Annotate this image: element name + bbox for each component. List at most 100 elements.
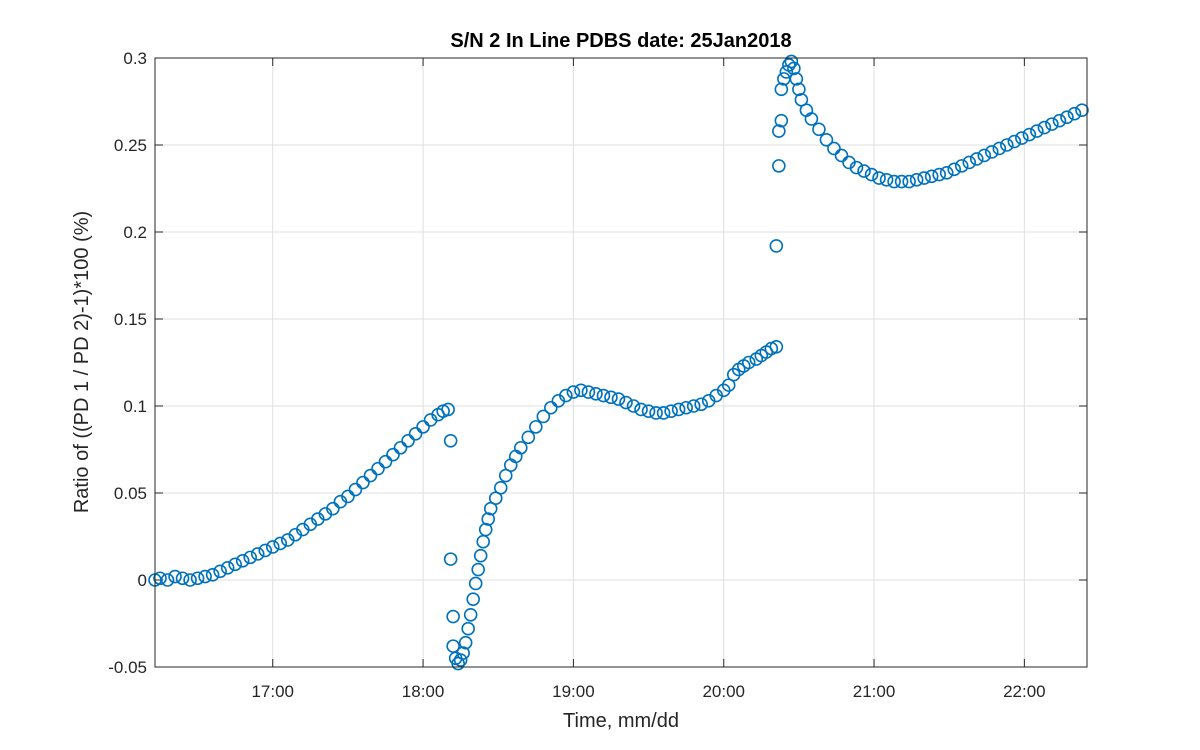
x-tick-label: 22:00 <box>1003 682 1046 701</box>
data-point <box>1030 124 1044 138</box>
data-point <box>939 166 954 180</box>
plot-frame <box>154 57 1088 668</box>
data-point <box>984 145 999 159</box>
data-point <box>872 171 886 185</box>
data-point <box>774 82 789 97</box>
y-tick-label: 0.25 <box>114 136 147 155</box>
data-point <box>792 82 806 97</box>
data-point <box>626 399 641 413</box>
data-point <box>849 160 864 175</box>
data-point <box>887 174 901 189</box>
data-point <box>446 609 460 624</box>
data-point <box>393 440 408 455</box>
data-point <box>453 653 468 667</box>
data-point <box>619 395 633 410</box>
data-point <box>443 433 458 448</box>
data-point <box>441 402 455 417</box>
data-point <box>363 468 378 483</box>
y-tick-label: 0.05 <box>114 484 147 503</box>
y-tick-label: 0.1 <box>123 397 147 416</box>
data-point <box>671 402 686 417</box>
data-point <box>894 174 909 189</box>
data-point <box>461 621 475 636</box>
data-point <box>481 512 496 526</box>
data-point <box>902 174 916 189</box>
data-point <box>581 385 596 399</box>
data-point <box>190 571 205 586</box>
data-point <box>559 388 573 403</box>
data-point <box>468 576 483 591</box>
data-point <box>544 400 558 415</box>
data-point <box>521 430 536 445</box>
x-tick-labels: 17:00 18:00 19:00 20:00 21:00 22:00 <box>251 682 1045 701</box>
data-point <box>160 573 175 587</box>
y-tick-label: -0.05 <box>108 658 147 677</box>
y-tick-label: 0.3 <box>123 49 147 68</box>
data-point <box>1060 110 1074 124</box>
x-tick-label: 21:00 <box>853 682 896 701</box>
data-point <box>235 554 250 568</box>
data-point <box>463 607 478 622</box>
data-point <box>416 420 430 434</box>
data-point <box>250 547 265 561</box>
data-point <box>258 543 273 558</box>
data-point <box>1067 106 1082 121</box>
data-point <box>478 522 493 537</box>
data-point <box>1007 134 1022 149</box>
data-point <box>1075 103 1089 117</box>
data-point <box>686 399 701 413</box>
data-point <box>634 402 648 417</box>
data-point <box>1045 117 1059 131</box>
data-point <box>371 461 385 476</box>
data-point <box>804 112 819 126</box>
data-point <box>772 124 786 138</box>
data-point <box>401 433 415 448</box>
data-point <box>924 169 939 184</box>
data-point <box>456 646 470 660</box>
data-point <box>827 141 841 156</box>
data-point <box>513 440 528 455</box>
data-point <box>954 159 969 173</box>
data-point <box>917 171 931 185</box>
y-tick-label: 0.15 <box>114 310 147 329</box>
data-point <box>341 489 355 504</box>
data-point <box>493 480 508 495</box>
data-point <box>386 447 400 462</box>
data-point <box>443 552 458 566</box>
data-point <box>198 569 212 584</box>
y-tick-labels: -0.05 0 0.05 0.1 0.15 0.2 0.25 0.3 <box>108 49 147 677</box>
x-axis-label: Time, mm/dd <box>563 710 679 732</box>
data-point <box>772 159 786 173</box>
data-point <box>947 162 962 177</box>
data-point <box>769 340 784 354</box>
data-point <box>694 397 708 412</box>
data-point <box>168 569 182 584</box>
data-point <box>909 173 924 187</box>
data-point <box>977 148 992 163</box>
data-point <box>458 635 473 650</box>
data-point <box>611 392 626 406</box>
data-point <box>857 164 871 178</box>
data-point <box>664 404 678 419</box>
x-tick-label: 17:00 <box>251 682 294 701</box>
data-point <box>153 571 167 586</box>
data-point <box>529 420 543 434</box>
data-point <box>356 475 370 490</box>
data-point <box>175 571 190 586</box>
data-point <box>834 148 849 163</box>
data-point <box>326 501 340 516</box>
data-point <box>962 155 977 170</box>
data-point <box>969 152 984 166</box>
data-point <box>473 548 488 563</box>
data-point <box>243 550 258 565</box>
x-tick-label: 19:00 <box>552 682 595 701</box>
data-point <box>1015 131 1029 145</box>
y-axis-label: Ratio of ((PD 1 / PD 2)-1)*100 (%) <box>71 211 93 513</box>
data-point <box>466 592 480 606</box>
data-point <box>992 141 1007 156</box>
data-point <box>641 404 656 419</box>
plot-area <box>155 58 1087 667</box>
data-point <box>574 383 588 398</box>
data-point <box>864 167 879 182</box>
data-point <box>679 400 693 415</box>
